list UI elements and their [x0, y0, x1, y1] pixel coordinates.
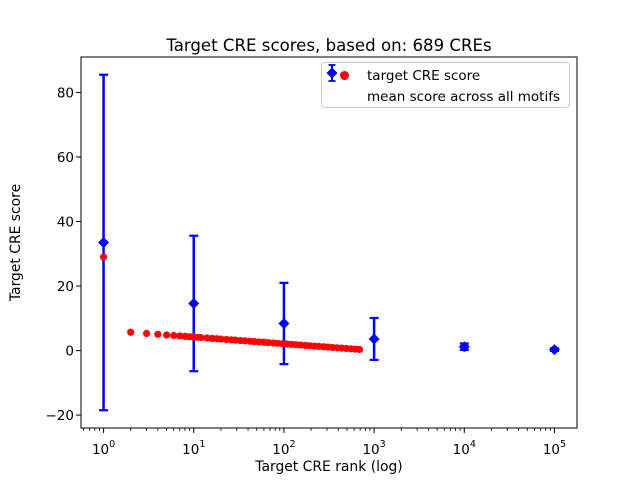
target-score-point: [176, 332, 184, 340]
legend: target CRE score mean score across all m…: [321, 62, 570, 108]
y-tick-label: 20: [57, 279, 74, 295]
target-score-point: [203, 334, 211, 342]
chart-title: Target CRE scores, based on: 689 CREs: [165, 36, 491, 55]
target-score-point: [217, 335, 225, 343]
target-score-point: [154, 330, 162, 338]
mean-score-point: [368, 333, 380, 345]
x-tick-label: 103: [362, 439, 385, 458]
legend-item-target-score: target CRE score: [322, 65, 569, 86]
x-tick-label: 102: [272, 439, 295, 458]
x-tick-label: 105: [543, 439, 566, 458]
x-tick-label: 100: [92, 439, 115, 458]
x-tick-label: 101: [182, 439, 205, 458]
y-tick-label: 40: [57, 214, 74, 230]
target-score-point: [162, 331, 171, 339]
mean-score-point: [278, 317, 290, 329]
mean-score-point: [458, 341, 470, 353]
target-score-point: [355, 345, 364, 354]
y-axis-label: Target CRE score: [8, 184, 24, 302]
mean-score-point: [548, 344, 560, 356]
legend-label-target-score: target CRE score: [367, 67, 481, 84]
legend-item-mean-score: mean score across all motifs: [322, 64, 569, 107]
target-score-point: [170, 331, 178, 340]
x-axis-label: Target CRE rank (log): [254, 459, 402, 475]
y-tick-label: 80: [57, 85, 74, 101]
axis-ticks: 100 101 102 103 104 105 −20 0 20 40 60 80: [46, 85, 567, 458]
data-series: [98, 73, 560, 412]
red-circle-icon: [339, 71, 349, 80]
diamond-marker-icon: [326, 64, 338, 82]
blue-diamond-errorbar-icon: [326, 64, 354, 107]
mean-score-point: [98, 237, 110, 248]
target-score-point: [197, 333, 205, 342]
target-score-point: [127, 328, 135, 336]
y-tick-label: 0: [65, 343, 74, 359]
red-circle-marker-icon: [334, 66, 354, 86]
target-score-point: [99, 253, 108, 261]
mean-score-point: [188, 297, 200, 309]
y-tick-label: 60: [57, 150, 74, 166]
y-tick-label: −20: [46, 408, 75, 424]
x-tick-label: 104: [453, 439, 476, 458]
target-score-point: [142, 329, 151, 338]
plot-frame: [80, 56, 578, 429]
legend-label-mean-score: mean score across all motifs: [367, 88, 561, 105]
